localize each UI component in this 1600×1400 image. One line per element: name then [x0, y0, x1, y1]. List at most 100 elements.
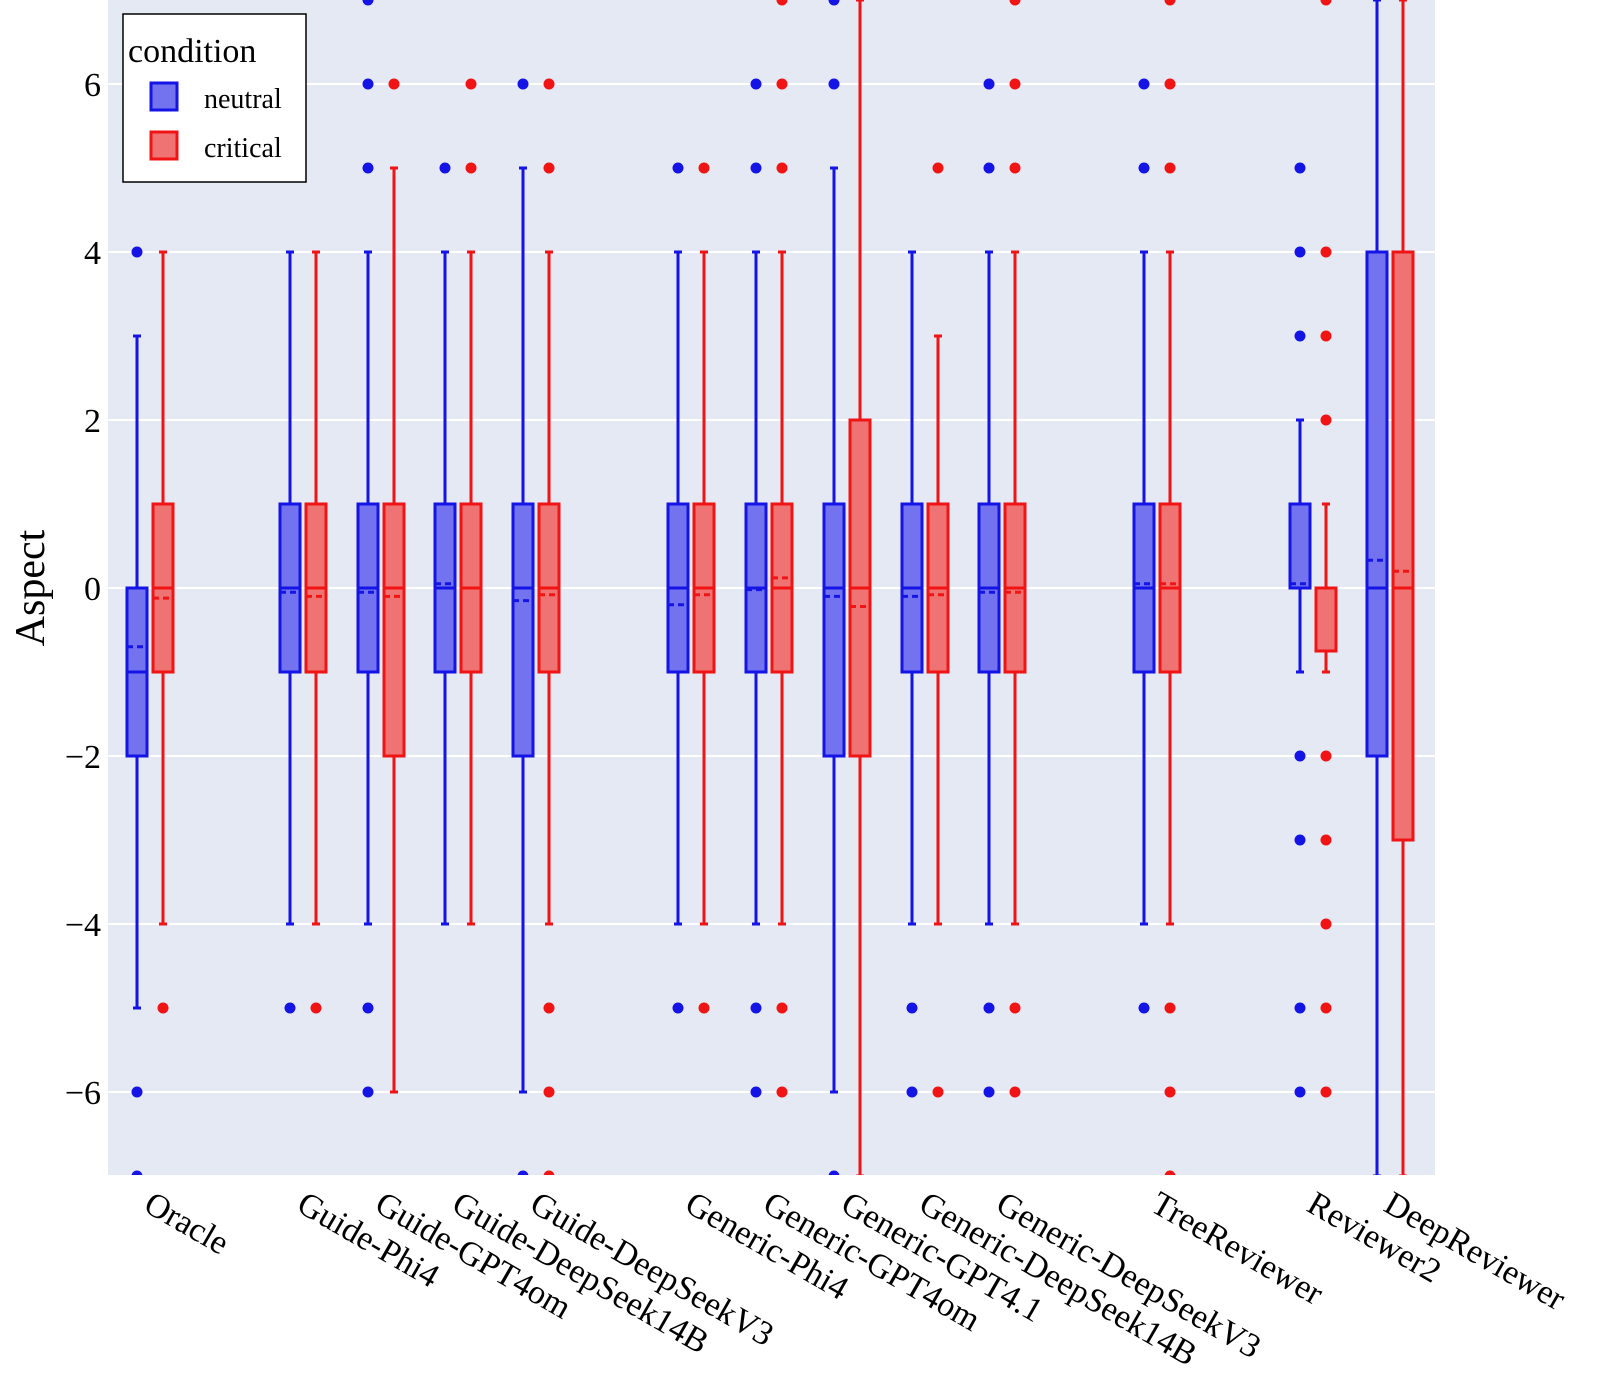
box-iqr: [1365, 250, 1389, 758]
outlier-point: [362, 0, 374, 6]
legend: condition neutral critical: [122, 13, 307, 183]
box-critical-Guide-Phi4: [304, 250, 328, 1014]
box-neutral-Guide-GPT4om: [356, 0, 380, 1098]
box-critical-Guide-GPT4om: [382, 78, 406, 1094]
outlier-point: [1164, 162, 1176, 174]
outlier-point: [543, 1086, 555, 1098]
outlier-point: [465, 162, 477, 174]
outlier-point: [1009, 1002, 1021, 1014]
outlier-point: [362, 1002, 374, 1014]
y-tick-label: −2: [65, 739, 101, 776]
outlier-point: [828, 1170, 840, 1175]
outlier-point: [1138, 78, 1150, 90]
box-critical-Generic-DeepSeekV3: [1003, 0, 1027, 1098]
outlier-point: [750, 1002, 762, 1014]
outlier-point: [362, 162, 374, 174]
box-critical-Oracle: [151, 162, 175, 1014]
legend-label-critical: critical: [204, 133, 282, 164]
box-iqr: [1288, 502, 1312, 590]
outlier-point: [983, 162, 995, 174]
gridlines: [108, 83, 1435, 1093]
outlier-point: [131, 1086, 143, 1098]
box-neutral-DeepReviewer: [1365, 0, 1389, 1175]
outlier-point: [388, 78, 400, 90]
outlier-point: [983, 1086, 995, 1098]
box-critical-TreeReviewer: [1158, 0, 1182, 1175]
box-iqr: [511, 502, 535, 758]
y-tick-label: 4: [84, 235, 101, 272]
outlier-point: [1294, 330, 1306, 342]
outlier-point: [157, 1002, 169, 1014]
y-tick-label: 2: [84, 403, 101, 440]
outlier-point: [131, 246, 143, 258]
box-neutral-Reviewer2: [1288, 162, 1312, 1098]
legend-swatch-neutral: [149, 81, 179, 112]
outlier-point: [1320, 246, 1332, 258]
box-critical-Generic-GPT4.1: [848, 0, 872, 1175]
box-neutral-Generic-GPT4om: [744, 78, 768, 1098]
outlier-point: [932, 162, 944, 174]
outlier-point: [543, 162, 555, 174]
outlier-point: [543, 1170, 555, 1175]
outlier-point: [1164, 78, 1176, 90]
box-neutral-Guide-Phi4: [278, 162, 302, 1014]
y-axis-ticks: −6 −4 −2 0 2 4 6: [65, 67, 101, 1112]
box-critical-Guide-DeepSeekV3: [537, 78, 561, 1175]
outlier-point: [698, 162, 710, 174]
outlier-point: [1320, 1002, 1332, 1014]
box-neutral-Generic-Phi4: [666, 162, 690, 1014]
box-neutral-Oracle: [125, 246, 149, 1175]
outlier-point: [439, 162, 451, 174]
box-neutral-Generic-GPT4.1: [822, 0, 846, 1175]
outlier-point: [1164, 1086, 1176, 1098]
outlier-point: [1009, 1086, 1021, 1098]
outlier-point: [1294, 246, 1306, 258]
outlier-point: [1294, 834, 1306, 846]
outlier-point: [776, 1086, 788, 1098]
legend-label-neutral: neutral: [204, 84, 282, 115]
y-tick-label: 6: [84, 67, 101, 104]
outlier-point: [362, 1086, 374, 1098]
outlier-point: [517, 1170, 529, 1175]
outlier-point: [543, 1002, 555, 1014]
y-tick-label: −4: [65, 907, 101, 944]
outlier-point: [1164, 0, 1176, 6]
y-tick-label: 0: [84, 571, 101, 608]
outlier-point: [1294, 1002, 1306, 1014]
box-iqr: [822, 502, 846, 758]
outlier-point: [1009, 0, 1021, 6]
legend-title: condition: [128, 33, 256, 70]
box-neutral-Generic-DeepSeek14B: [900, 250, 924, 1098]
outlier-point: [906, 1002, 918, 1014]
outlier-point: [284, 1002, 296, 1014]
outlier-point: [1164, 1170, 1176, 1175]
outlier-point: [1294, 1086, 1306, 1098]
outlier-point: [1320, 750, 1332, 762]
x-axis-ticks: Oracle Guide-Phi4Guide-GPT4omGuide-DeepSe…: [138, 1185, 1572, 1374]
outlier-point: [776, 78, 788, 90]
outlier-point: [131, 1170, 143, 1175]
outlier-point: [1320, 330, 1332, 342]
outlier-point: [776, 1002, 788, 1014]
outlier-point: [465, 78, 477, 90]
outlier-point: [776, 162, 788, 174]
outlier-point: [1138, 1002, 1150, 1014]
outlier-point: [672, 1002, 684, 1014]
outlier-point: [1138, 162, 1150, 174]
outlier-point: [828, 0, 840, 6]
outlier-point: [983, 78, 995, 90]
outlier-point: [543, 78, 555, 90]
box-neutral-TreeReviewer: [1132, 78, 1156, 1014]
outlier-point: [310, 1002, 322, 1014]
y-tick-label: −6: [65, 1075, 101, 1112]
box-critical-Guide-DeepSeek14B: [459, 78, 483, 926]
box-critical-Generic-Phi4: [692, 162, 716, 1014]
outlier-point: [698, 1002, 710, 1014]
box-critical-DeepReviewer: [1391, 0, 1415, 1175]
box-neutral-Guide-DeepSeek14B: [433, 162, 457, 926]
box-iqr: [382, 502, 406, 758]
outlier-point: [776, 0, 788, 6]
box-critical-Reviewer2: [1314, 0, 1338, 1098]
box-iqr: [1314, 586, 1338, 653]
box-neutral-Guide-DeepSeekV3: [511, 78, 535, 1175]
